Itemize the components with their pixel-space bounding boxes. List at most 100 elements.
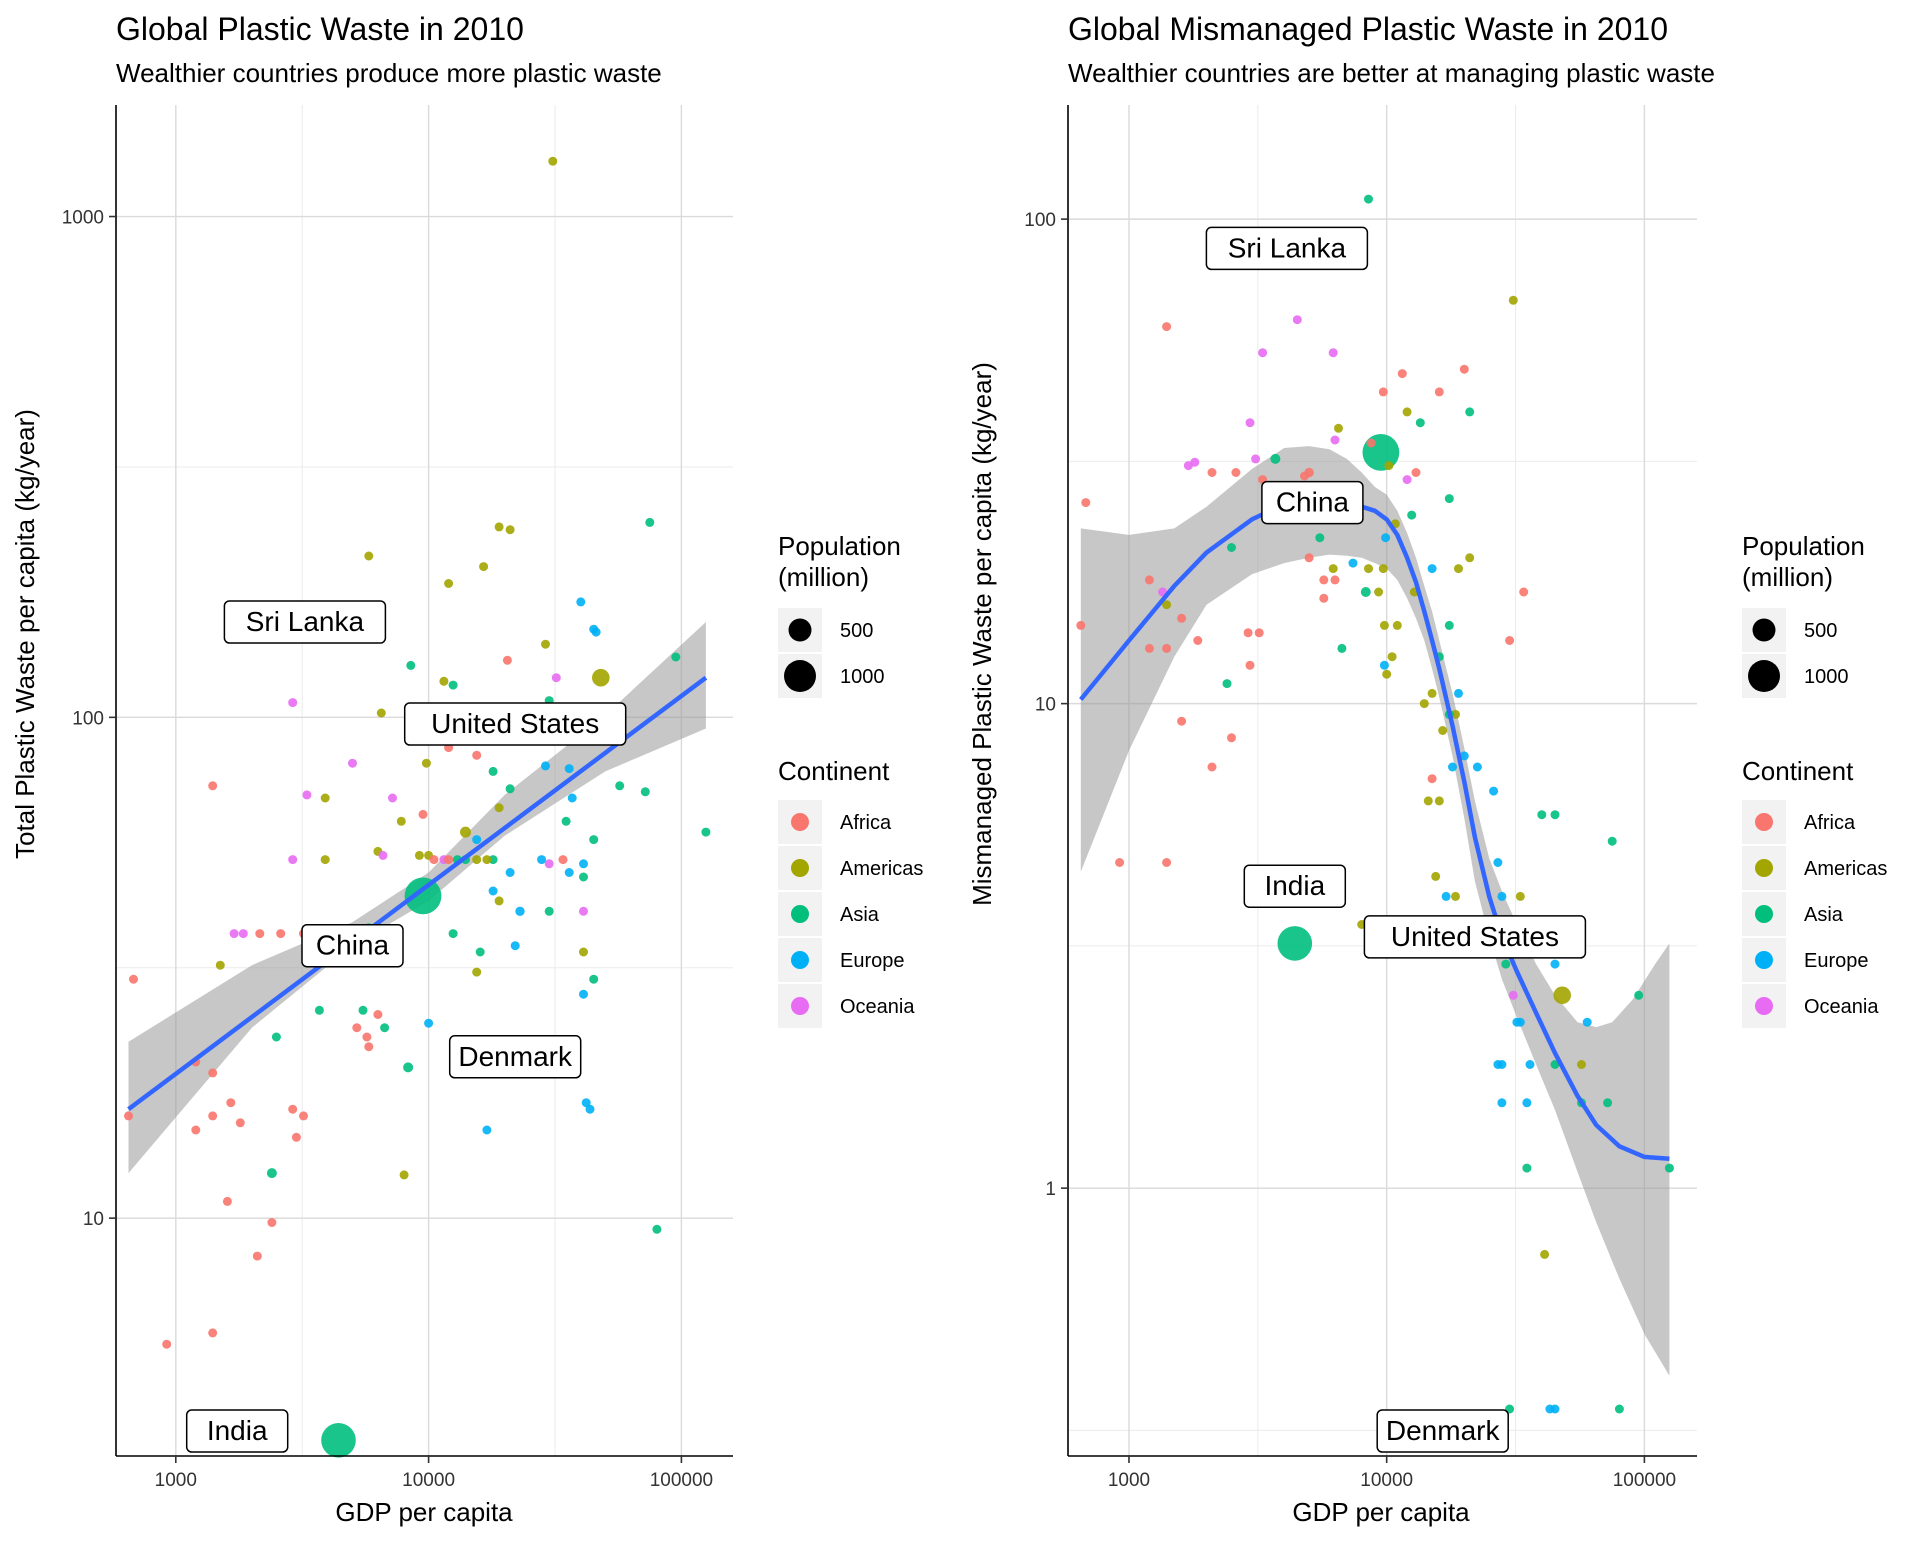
data-point (208, 1111, 218, 1121)
data-point (399, 1170, 409, 1180)
data-point (1337, 643, 1347, 653)
data-point (1144, 575, 1154, 585)
data-point (429, 855, 439, 865)
data-point (494, 803, 504, 813)
data-point (1076, 620, 1086, 630)
data-point (1441, 891, 1451, 901)
data-point (551, 673, 561, 683)
y-tick-label: 100 (1024, 210, 1056, 231)
color-legend-swatch (1755, 905, 1773, 923)
data-point (541, 761, 550, 771)
data-point (482, 855, 492, 865)
data-point (1415, 418, 1425, 428)
data-point (1374, 587, 1384, 597)
data-point (1270, 453, 1281, 464)
data-point (510, 941, 520, 951)
data-point (494, 896, 504, 906)
mismanaged-waste-panel: Global Mismanaged Plastic Waste in 2010 … (967, 11, 1715, 1527)
data-point (380, 1023, 390, 1033)
data-point (1537, 810, 1547, 820)
data-point (1603, 1098, 1613, 1108)
data-point (314, 1005, 324, 1015)
x-tick-label: 10000 (402, 1470, 455, 1491)
data-point (579, 872, 588, 882)
color-legend-label: Asia (840, 904, 880, 926)
data-point (208, 781, 218, 791)
data-point (1497, 1060, 1507, 1069)
country-callouts: Sri Lanka China India United States Denmark (1205, 226, 1587, 1453)
x-tick-label: 1000 (155, 1470, 197, 1491)
size-legend-swatch (1748, 660, 1780, 692)
data-point (1378, 387, 1388, 397)
color-legend-swatch (1755, 997, 1773, 1015)
data-point (191, 1125, 201, 1135)
data-point (1193, 636, 1203, 645)
x-axis-title: GDP per capita (1292, 1497, 1470, 1527)
data-point (1434, 387, 1444, 397)
data-point (1348, 558, 1358, 568)
data-point (1402, 407, 1412, 417)
data-point (1427, 564, 1437, 574)
data-point (1553, 986, 1571, 1005)
color-legend-swatch (1755, 813, 1773, 831)
data-point (129, 974, 138, 984)
data-point (373, 1010, 383, 1019)
data-point (378, 850, 388, 860)
data-point (581, 1098, 591, 1108)
data-point (615, 781, 625, 791)
plastic-waste-panel: Global Plastic Waste in 2010 Wealthier c… (10, 11, 733, 1527)
callout-label: United States (403, 702, 627, 746)
data-point (1634, 990, 1644, 1000)
callout-label: India (1243, 864, 1347, 908)
callout-box (1363, 915, 1587, 959)
data-point (544, 906, 554, 916)
callout-box (223, 600, 387, 644)
callout-label: China (1261, 480, 1364, 525)
data-point (564, 764, 574, 774)
callout-text: China (316, 930, 390, 961)
data-point (472, 835, 482, 845)
callout-text: Denmark (1386, 1415, 1501, 1446)
data-point (364, 1042, 374, 1052)
data-point (276, 929, 286, 939)
data-point (488, 886, 498, 896)
data-point (591, 627, 601, 637)
data-point (1381, 533, 1391, 543)
data-point (448, 680, 458, 690)
data-point (1245, 418, 1255, 428)
data-point (579, 859, 588, 869)
data-point (537, 855, 547, 865)
data-point (1454, 688, 1463, 698)
data-point (1497, 891, 1507, 901)
color-legend-swatch (1755, 951, 1773, 969)
color-legend-label: Oceania (1804, 996, 1879, 1018)
data-point (1493, 858, 1503, 867)
data-point (255, 929, 265, 939)
size-legend-title: Population (778, 531, 901, 561)
color-legend-swatch (791, 859, 809, 877)
data-point (1227, 543, 1236, 552)
color-legend-label: Asia (1804, 904, 1844, 926)
data-point (1231, 468, 1241, 477)
data-point (1465, 407, 1475, 417)
data-point (460, 826, 471, 838)
x-tick-label: 100000 (1613, 1470, 1676, 1491)
data-point (1550, 1404, 1560, 1414)
axes: 1000 10000 100000 10 100 1000 (62, 105, 733, 1491)
data-point (1115, 858, 1125, 867)
data-point (215, 960, 225, 970)
data-point (348, 758, 357, 768)
data-point (1577, 1060, 1586, 1069)
size-legend-swatch (1752, 618, 1776, 642)
data-point (1319, 575, 1329, 585)
data-point (1427, 688, 1437, 698)
data-point (482, 1125, 492, 1135)
color-legend-label: Europe (840, 950, 905, 972)
data-point (208, 1068, 218, 1078)
data-point (1081, 498, 1091, 508)
data-point (421, 758, 431, 768)
callout-label: Denmark (1376, 1409, 1509, 1453)
callout-label: Sri Lanka (223, 600, 387, 644)
data-point (579, 906, 588, 916)
